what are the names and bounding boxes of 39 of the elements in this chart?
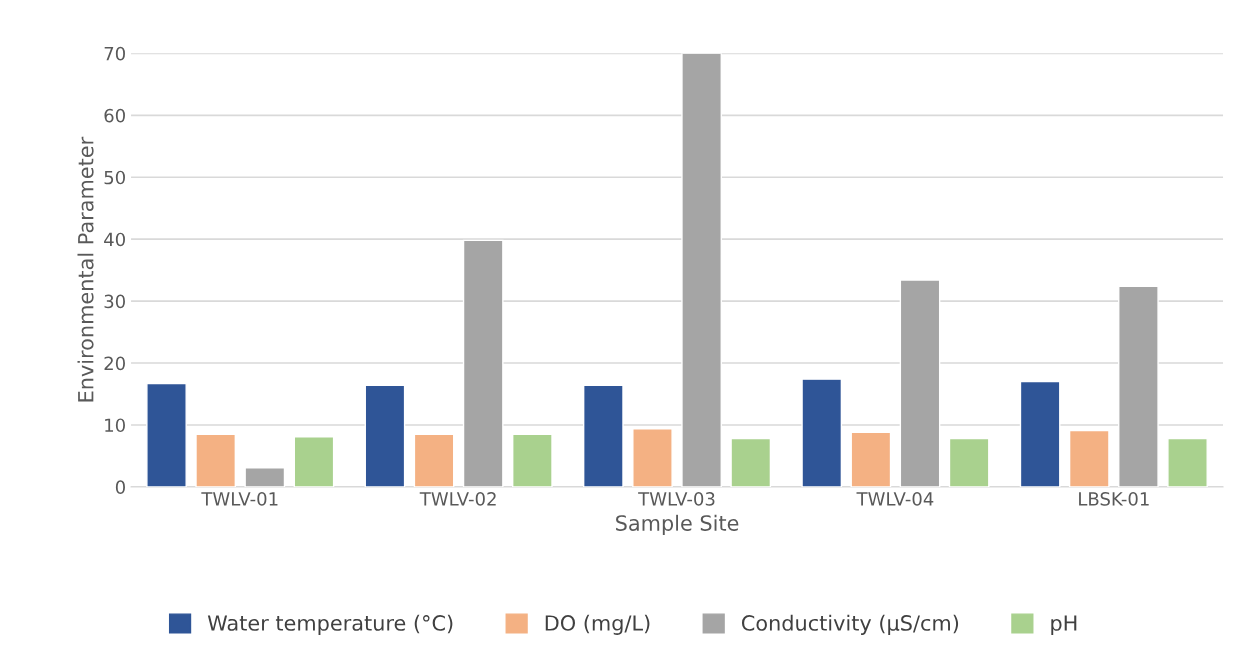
y-tick-label: 40: [104, 232, 125, 247]
legend-label: Conductivity (µS/cm): [741, 614, 959, 635]
x-tick-label: TWLV-01: [201, 492, 278, 506]
y-axis-title: Environmental Parameter: [77, 136, 94, 402]
y-tick-label: 50: [104, 170, 125, 185]
bar: [511, 433, 553, 487]
bar: [730, 437, 772, 487]
bar: [1118, 285, 1159, 487]
bar: [364, 384, 406, 487]
bar: [681, 53, 722, 487]
bar: [948, 437, 990, 487]
y-tick-label: 10: [105, 418, 125, 433]
bar: [244, 467, 286, 487]
x-tick-label: LBSK-01: [1079, 492, 1149, 506]
bar: [801, 378, 843, 487]
bar: [462, 239, 504, 487]
bar: [413, 433, 455, 487]
bar: [850, 431, 892, 487]
legend-label: Water temperature (°C): [207, 614, 453, 635]
bar: [632, 427, 673, 487]
bar: [1167, 437, 1208, 487]
bar: [1019, 380, 1061, 487]
y-tick-label: 70: [104, 46, 125, 61]
bar: [195, 433, 237, 487]
x-tick-label: TWLV-04: [856, 492, 934, 506]
bar: [293, 436, 335, 487]
y-tick-label: 60: [104, 108, 125, 123]
bar: [899, 279, 941, 487]
bar: [1068, 429, 1110, 487]
y-tick-label: 0: [115, 480, 125, 495]
x-tick-label: TWLV-02: [419, 492, 496, 506]
y-tick-label: 20: [104, 356, 125, 371]
x-tick-label: TWLV-03: [638, 492, 715, 506]
bar: [582, 384, 624, 487]
bar: [146, 382, 187, 487]
x-axis-title: Sample Site: [616, 514, 739, 535]
y-tick-label: 30: [104, 294, 125, 309]
legend-label: DO (mg/L): [545, 614, 650, 635]
legend-label: pH: [1051, 615, 1077, 635]
